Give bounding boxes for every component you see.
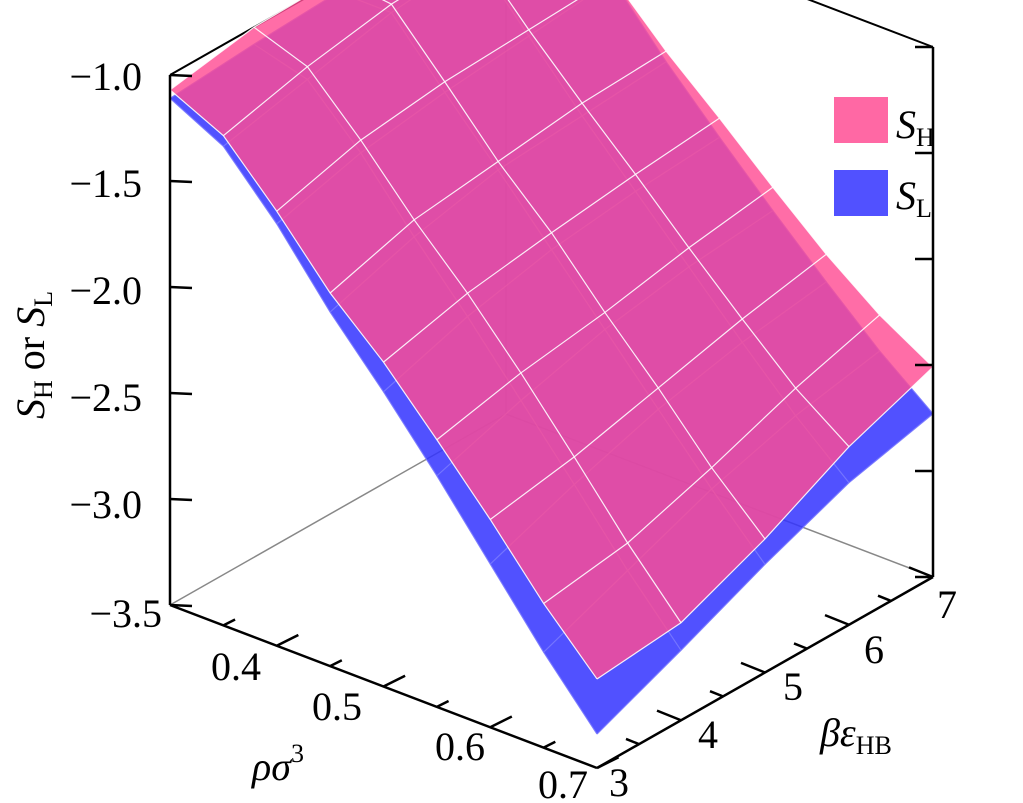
surface-cell	[170, 27, 308, 136]
x-tick	[222, 618, 236, 627]
surface-cell	[688, 187, 827, 319]
z-tick	[169, 73, 193, 78]
x-tick-label: 0.6	[435, 724, 485, 769]
y-tick-label: 5	[783, 664, 803, 709]
x-tick	[543, 740, 556, 749]
mesh-line	[169, 0, 302, 91]
x-tick	[489, 715, 513, 729]
z-tick	[169, 497, 193, 502]
surface-cell	[330, 219, 468, 363]
y-axis-label: βεHB	[819, 710, 892, 760]
surface-cell	[627, 467, 765, 623]
surface-cell	[574, 388, 712, 543]
mesh-line	[329, 50, 667, 294]
z-tick-label: −1.0	[69, 54, 142, 99]
surface-cell	[391, 0, 529, 82]
x-tick-label: 0.5	[312, 684, 362, 729]
x-tick	[436, 699, 450, 708]
y-tick	[625, 737, 640, 746]
z-tick	[169, 285, 193, 290]
surface-cell	[223, 66, 361, 212]
surface-cell	[528, 0, 667, 104]
z-axis-label: SH or SL	[8, 291, 58, 419]
legend-swatch-sh	[834, 97, 888, 143]
surface-cell	[467, 232, 605, 373]
z-tick-label: −2.5	[69, 375, 142, 420]
z-tick-label: −3.5	[89, 591, 162, 636]
surfaces-layer	[169, 0, 934, 735]
surface-cell	[414, 161, 552, 294]
surface-cell	[490, 456, 628, 604]
y-tick	[877, 594, 892, 603]
z-tick	[169, 603, 193, 608]
surface-cell	[307, 4, 445, 141]
x-tick	[276, 633, 299, 647]
surface-cell	[383, 293, 521, 440]
mesh-line	[596, 366, 934, 680]
surface-cell	[498, 103, 636, 233]
y-tick	[793, 642, 808, 650]
y-tick	[656, 709, 682, 722]
z-tick	[169, 391, 193, 396]
y-tick-label: 6	[864, 627, 884, 672]
box-edge-top	[169, 0, 304, 76]
surface-cell	[254, 0, 392, 67]
x-tick-label: 0.4	[211, 644, 261, 689]
z-tick-label: −1.5	[69, 161, 142, 206]
legend-label-sl: SL	[896, 173, 932, 223]
surface-sh	[169, 0, 934, 680]
mesh-line	[596, 413, 934, 735]
surface-cell	[436, 372, 575, 520]
legend-label-sh: SH	[896, 102, 935, 152]
x-tick	[329, 659, 343, 668]
y-tick	[740, 661, 766, 674]
surface-cell	[508, 0, 577, 30]
legend-swatch-sl	[834, 170, 888, 216]
surface-cell	[742, 254, 880, 389]
x-tick	[596, 756, 620, 770]
y-tick	[709, 690, 724, 698]
mesh-line	[383, 117, 720, 363]
surface-cell	[604, 247, 743, 388]
surface-cell	[658, 319, 796, 468]
tick-marks	[169, 45, 934, 770]
surface-cell	[635, 118, 773, 248]
x-tick	[382, 674, 406, 688]
mesh-line	[543, 314, 881, 604]
x-tick-label: 0.7	[538, 762, 588, 803]
mesh-line	[436, 186, 774, 441]
y-tick-label: 4	[698, 712, 718, 757]
z-tick	[169, 179, 193, 184]
mesh-line	[276, 0, 578, 212]
y-tick-label: 7	[937, 582, 957, 627]
y-tick	[908, 566, 934, 579]
surface-cell	[276, 140, 415, 293]
surface-cell	[383, 0, 399, 5]
surface-cell	[711, 388, 849, 539]
surface-cell	[543, 543, 681, 679]
mesh-line	[489, 253, 827, 520]
box-edge-top	[807, 0, 934, 48]
mesh-line	[222, 0, 400, 137]
z-tick-label: −3.0	[69, 482, 142, 527]
x-axis-label: ρσ3	[250, 739, 304, 789]
y-tick	[824, 613, 850, 626]
y-tick-label: 3	[609, 760, 629, 803]
surface-cell	[444, 29, 583, 162]
surface-cell	[795, 314, 933, 447]
z-tick-label: −2.0	[69, 268, 142, 313]
